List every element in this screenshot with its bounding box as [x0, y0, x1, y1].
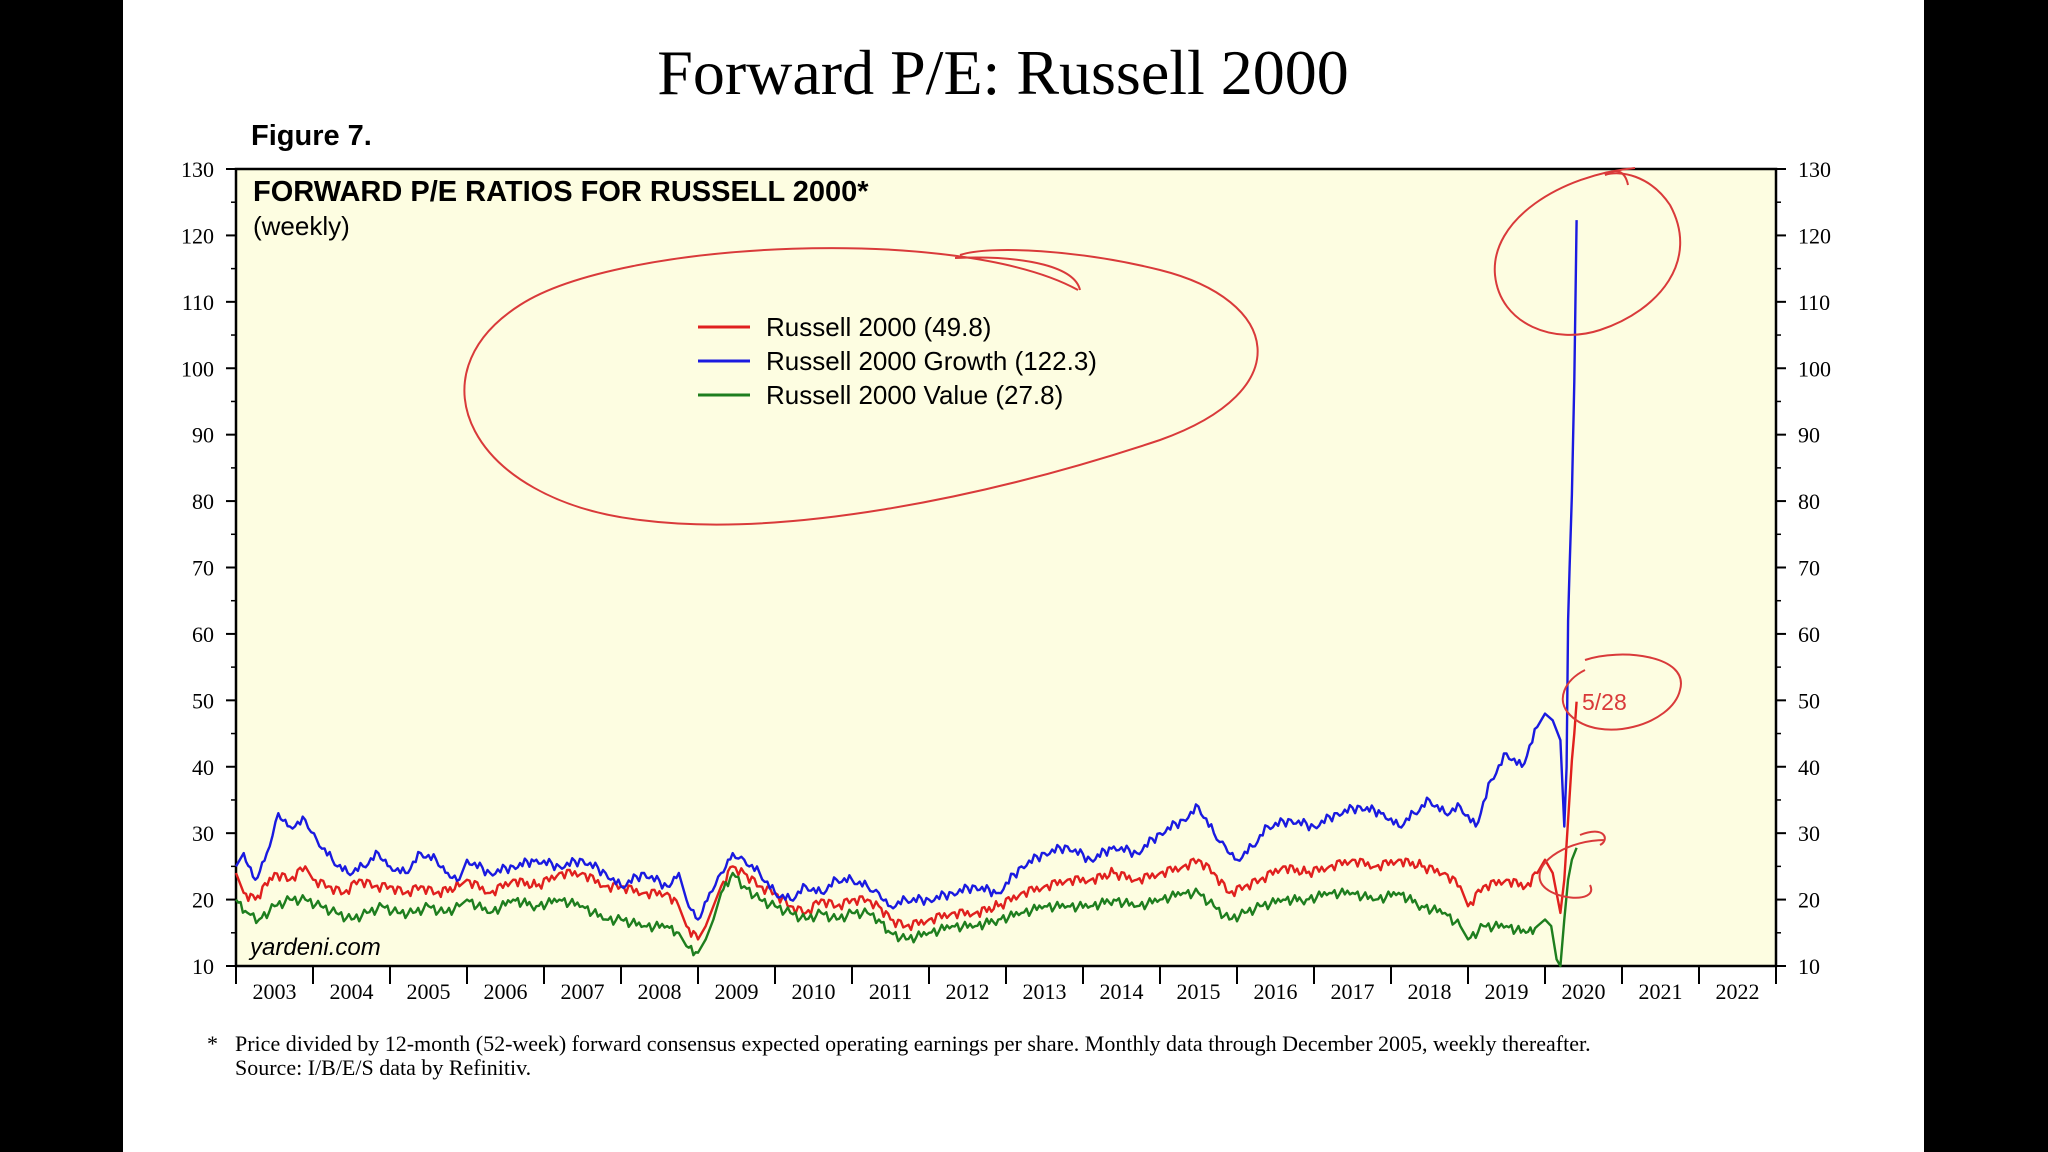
- annotation-date-5-28: 5/28: [1582, 689, 1627, 715]
- y-tick-label-right: 10: [1798, 954, 1820, 979]
- annotation-tail-growth-peak: [1604, 170, 1629, 186]
- y-tick-label-left: 80: [192, 489, 214, 514]
- y-tick-label-right: 110: [1798, 290, 1830, 315]
- plot-area: [234, 167, 1778, 968]
- x-year-label: 2007: [561, 979, 605, 1004]
- x-year-label: 2017: [1331, 979, 1375, 1004]
- y-tick-label-right: 100: [1798, 356, 1831, 381]
- x-year-label: 2020: [1562, 979, 1606, 1004]
- annotation-circle-value-endpoint: [1538, 830, 1606, 899]
- y-tick-label-left: 40: [192, 755, 214, 780]
- x-year-label: 2011: [869, 979, 912, 1004]
- annotation-circle-5-28: [1561, 653, 1682, 731]
- series-line-2: [235, 847, 1578, 968]
- legend-label: Russell 2000 Value (27.8): [766, 380, 1063, 410]
- y-tick-label-left: 110: [182, 290, 214, 315]
- y-tick-label-right: 70: [1798, 556, 1820, 581]
- x-year-label: 2009: [715, 979, 759, 1004]
- y-tick-label-left: 90: [192, 423, 214, 448]
- series-layer: [234, 220, 1578, 968]
- x-year-label: 2006: [484, 979, 528, 1004]
- y-tick-label-right: 130: [1798, 157, 1831, 182]
- y-tick-label-left: 10: [192, 954, 214, 979]
- y-tick-label-left: 130: [181, 157, 214, 182]
- y-tick-label-right: 80: [1798, 489, 1820, 514]
- y-tick-label-right: 20: [1798, 888, 1820, 913]
- series-line-1: [234, 220, 1578, 921]
- y-tick-label-left: 100: [181, 356, 214, 381]
- y-tick-label-right: 50: [1798, 688, 1820, 713]
- x-year-label: 2004: [330, 979, 374, 1004]
- watermark: yardeni.com: [248, 934, 381, 961]
- y-tick-label-right: 90: [1798, 423, 1820, 448]
- annotation-tick-legend: [954, 256, 1081, 291]
- footnote-source: Source: I/B/E/S data by Refinitiv.: [235, 1055, 532, 1080]
- x-year-label: 2013: [1023, 979, 1067, 1004]
- y-tick-label-right: 120: [1798, 223, 1831, 248]
- y-tick-label-right: 30: [1798, 821, 1820, 846]
- x-year-label: 2016: [1254, 979, 1298, 1004]
- legend-label: Russell 2000 (49.8): [766, 312, 991, 342]
- annotation-circle-growth-peak: [1493, 167, 1682, 336]
- footnote-marker: *: [207, 1031, 218, 1056]
- figure-label: Figure 7.: [251, 120, 372, 152]
- x-year-label: 2018: [1408, 979, 1452, 1004]
- handwritten-annotations: 5/28: [463, 167, 1682, 899]
- footnote-text: Price divided by 12-month (52-week) forw…: [235, 1032, 1591, 1080]
- legend-label: Russell 2000 Growth (122.3): [766, 346, 1097, 376]
- x-year-label: 2019: [1485, 979, 1529, 1004]
- x-year-label: 2022: [1716, 979, 1760, 1004]
- series-line-0: [234, 701, 1578, 941]
- y-tick-label-right: 60: [1798, 622, 1820, 647]
- x-year-label: 2010: [792, 979, 836, 1004]
- annotation-ellipse-legend: [463, 247, 1259, 526]
- y-tick-label-left: 60: [192, 622, 214, 647]
- x-year-label: 2005: [407, 979, 451, 1004]
- x-year-label: 2014: [1100, 979, 1144, 1004]
- x-year-label: 2003: [253, 979, 297, 1004]
- x-year-label: 2008: [638, 979, 682, 1004]
- y-tick-label-right: 40: [1798, 755, 1820, 780]
- y-tick-label-left: 30: [192, 821, 214, 846]
- x-year-label: 2021: [1639, 979, 1683, 1004]
- y-tick-label-left: 70: [192, 556, 214, 581]
- y-tick-label-left: 50: [192, 688, 214, 713]
- chart-title: FORWARD P/E RATIOS FOR RUSSELL 2000*: [253, 176, 869, 208]
- y-tick-label-left: 120: [181, 223, 214, 248]
- x-year-label: 2012: [946, 979, 990, 1004]
- legend: Russell 2000 (49.8) Russell 2000 Growth (…: [698, 312, 1097, 410]
- x-year-label: 2015: [1177, 979, 1221, 1004]
- chart-subtitle: (weekly): [253, 211, 350, 241]
- slide-title: Forward P/E: Russell 2000: [657, 37, 1349, 108]
- footnote-line-1: Price divided by 12-month (52-week) forw…: [235, 1031, 1591, 1056]
- y-tick-label-left: 20: [192, 888, 214, 913]
